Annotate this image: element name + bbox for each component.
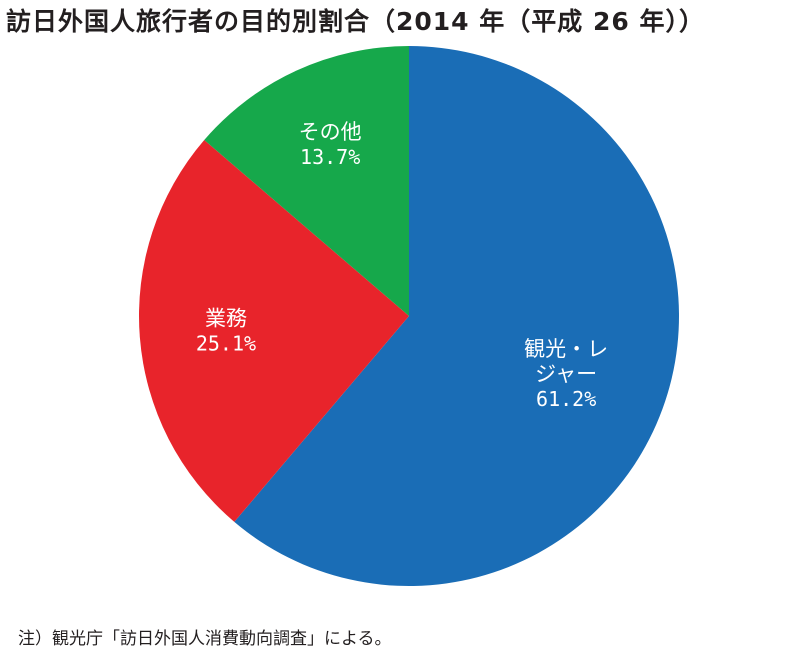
slice-label-2-0: その他 [299,120,362,144]
slice-value-label-2: 13.7% [300,145,360,169]
source-note: 注）観光庁「訪日外国人消費動向調査」による。 [18,629,392,649]
pie-slice-2 [204,46,409,316]
slice-value-label-0: 61.2% [536,387,596,411]
pie-slice-0 [234,46,679,586]
slice-value-label-1: 25.1% [196,331,256,355]
slice-label-0-0: 観光・レ [524,337,608,361]
pie-slice-1 [138,140,409,522]
slice-label-1-0: 業務 [205,306,247,330]
chart-title: 訪日外国人旅行者の目的別割合（2014 年（平成 26 年）） [6,7,705,36]
slice-label-0-1: ジャー [535,362,597,386]
